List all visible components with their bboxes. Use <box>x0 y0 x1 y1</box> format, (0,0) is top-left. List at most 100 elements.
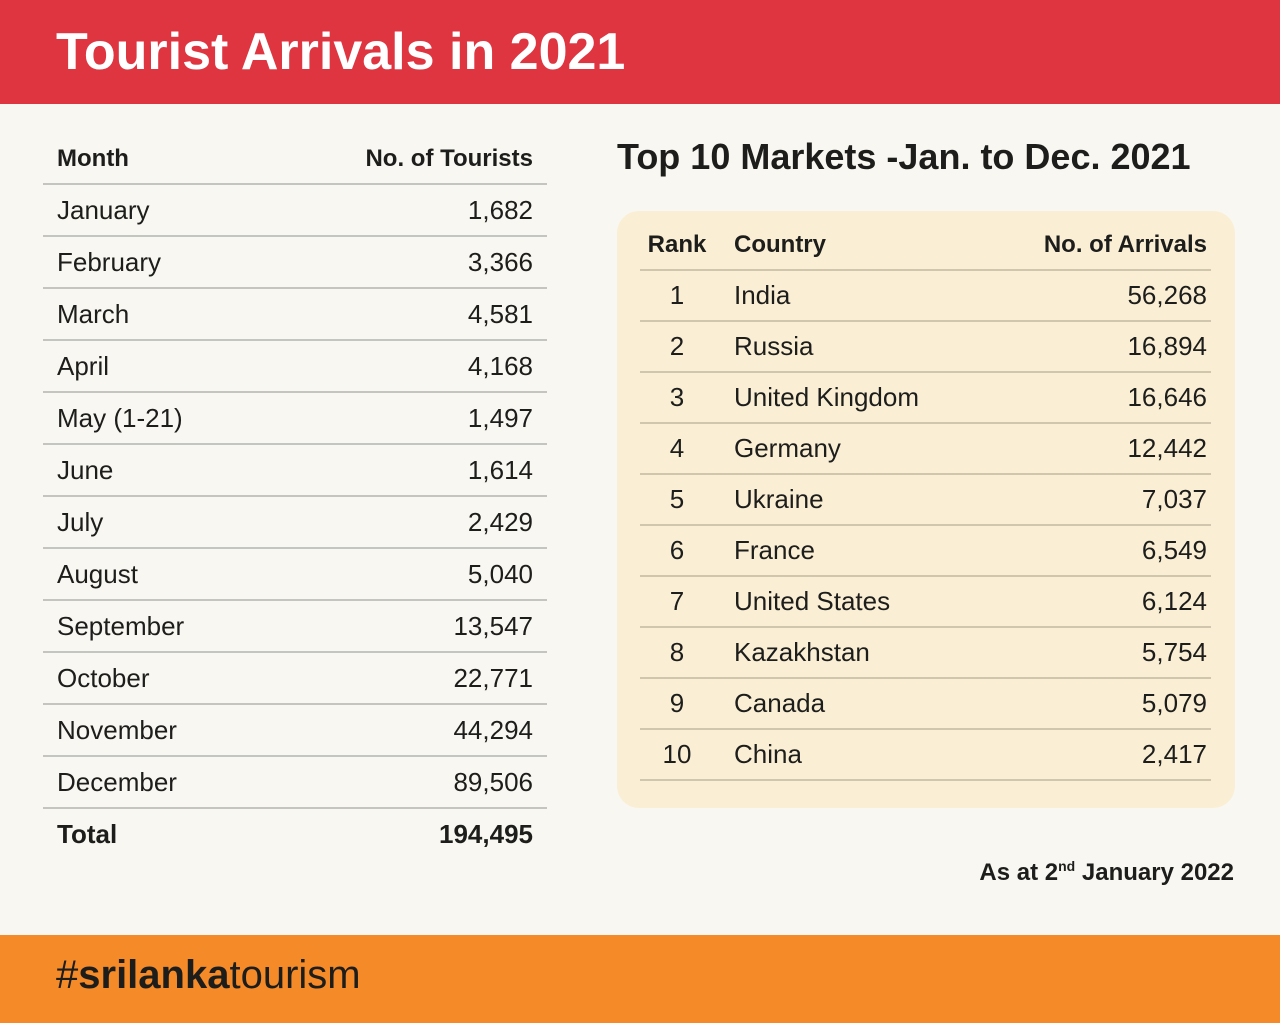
table-row: 1 India 56,268 <box>640 271 1211 322</box>
table-row: August 5,040 <box>43 549 547 601</box>
market-country: China <box>734 739 802 769</box>
table-row: January 1,682 <box>43 185 547 237</box>
footer-banner: #srilankatourism <box>0 935 1280 1023</box>
market-country: Kazakhstan <box>734 637 870 667</box>
tourist-count: 13,547 <box>453 610 533 641</box>
column-header-rank: Rank <box>647 230 707 258</box>
markets-table-header: Rank Country No. of Arrivals <box>640 220 1211 271</box>
market-arrivals: 7,037 <box>1141 484 1207 514</box>
tourist-count: 1,682 <box>467 194 533 225</box>
month-name: May (1-21) <box>57 402 183 433</box>
total-label: Total <box>57 818 118 849</box>
month-name: November <box>57 714 177 745</box>
month-name: December <box>57 766 177 797</box>
market-rank: 5 <box>669 484 685 514</box>
table-row: June 1,614 <box>43 445 547 497</box>
market-arrivals: 56,268 <box>1127 280 1207 310</box>
top-markets-card: Rank Country No. of Arrivals 1 India 56,26… <box>617 211 1235 808</box>
market-country: Ukraine <box>734 484 824 514</box>
market-rank: 7 <box>669 586 685 616</box>
month-name: March <box>57 298 130 329</box>
month-name: January <box>57 194 150 225</box>
page-title: Tourist Arrivals in 2021 <box>56 23 626 81</box>
total-value: 194,495 <box>439 818 533 849</box>
table-row: November 44,294 <box>43 705 547 757</box>
table-row: July 2,429 <box>43 497 547 549</box>
column-header-country: Country <box>734 230 826 258</box>
column-header-tourists: No. of Tourists <box>365 144 533 172</box>
tourist-count: 4,168 <box>467 350 533 381</box>
market-arrivals: 16,894 <box>1127 331 1207 361</box>
table-row: April 4,168 <box>43 341 547 393</box>
market-arrivals: 5,079 <box>1141 688 1207 718</box>
tourist-count: 2,429 <box>467 506 533 537</box>
market-country: Germany <box>734 433 841 463</box>
table-row: September 13,547 <box>43 601 547 653</box>
as-at-suffix: January 2022 <box>1075 859 1234 886</box>
hashtag-prefix: # <box>56 953 79 997</box>
table-row: March 4,581 <box>43 289 547 341</box>
table-row: 7 United States 6,124 <box>640 577 1211 628</box>
month-name: September <box>57 610 185 641</box>
table-row: February 3,366 <box>43 237 547 289</box>
month-name: October <box>57 662 150 693</box>
table-row: 9 Canada 5,079 <box>640 679 1211 730</box>
table-row: 4 Germany 12,442 <box>640 424 1211 475</box>
month-name: April <box>57 350 110 381</box>
market-arrivals: 12,442 <box>1127 433 1207 463</box>
tourist-count: 44,294 <box>453 714 533 745</box>
table-row: 2 Russia 16,894 <box>640 322 1211 373</box>
as-at-superscript: nd <box>1058 858 1076 874</box>
tourist-count: 89,506 <box>453 766 533 797</box>
market-rank: 8 <box>669 637 685 667</box>
markets-title: Top 10 Markets -Jan. to Dec. 2021 <box>617 136 1191 177</box>
tourist-count: 1,614 <box>467 454 533 485</box>
table-row: 5 Ukraine 7,037 <box>640 475 1211 526</box>
table-row: 6 France 6,549 <box>640 526 1211 577</box>
market-rank: 9 <box>669 688 685 718</box>
table-row: 10 China 2,417 <box>640 730 1211 781</box>
month-name: June <box>57 454 114 485</box>
market-country: United Kingdom <box>734 382 919 412</box>
month-name: February <box>57 246 162 277</box>
as-at-prefix: As at 2 <box>979 859 1059 886</box>
tourist-count: 5,040 <box>467 558 533 589</box>
monthly-table-header: Month No. of Tourists <box>43 134 547 185</box>
market-country: Russia <box>734 331 814 361</box>
column-header-month: Month <box>57 144 129 172</box>
monthly-arrivals-table: Month No. of Tourists January 1,682 Februa… <box>43 134 547 859</box>
tourist-count: 3,366 <box>467 246 533 277</box>
table-row: October 22,771 <box>43 653 547 705</box>
market-country: France <box>734 535 815 565</box>
table-row: May (1-21) 1,497 <box>43 393 547 445</box>
market-arrivals: 2,417 <box>1141 739 1207 769</box>
market-arrivals: 5,754 <box>1141 637 1207 667</box>
market-arrivals: 16,646 <box>1127 382 1207 412</box>
month-name: July <box>57 506 104 537</box>
market-rank: 2 <box>669 331 685 361</box>
tourist-count: 1,497 <box>467 402 533 433</box>
table-row: 3 United Kingdom 16,646 <box>640 373 1211 424</box>
market-rank: 1 <box>669 280 685 310</box>
hashtag-bold: srilanka <box>78 953 230 997</box>
monthly-total-row: Total 194,495 <box>43 809 547 859</box>
market-rank: 4 <box>669 433 685 463</box>
market-rank: 6 <box>669 535 685 565</box>
tourist-count: 22,771 <box>453 662 533 693</box>
column-header-arrivals: No. of Arrivals <box>1043 230 1207 258</box>
market-country: Canada <box>734 688 826 718</box>
table-row: 8 Kazakhstan 5,754 <box>640 628 1211 679</box>
market-arrivals: 6,124 <box>1141 586 1207 616</box>
table-row: December 89,506 <box>43 757 547 809</box>
top-markets-table: Rank Country No. of Arrivals 1 India 56,26… <box>640 220 1211 781</box>
as-at-date: As at 2nd January 2022 <box>979 858 1234 887</box>
hashtag-rest: tourism <box>229 953 361 997</box>
market-arrivals: 6,549 <box>1141 535 1207 565</box>
market-rank: 10 <box>662 739 692 769</box>
market-rank: 3 <box>669 382 685 412</box>
header-banner: Tourist Arrivals in 2021 <box>0 0 1280 104</box>
market-country: India <box>734 280 791 310</box>
tourist-count: 4,581 <box>467 298 533 329</box>
hashtag: #srilankatourism <box>56 953 361 998</box>
market-country: United States <box>734 586 891 616</box>
